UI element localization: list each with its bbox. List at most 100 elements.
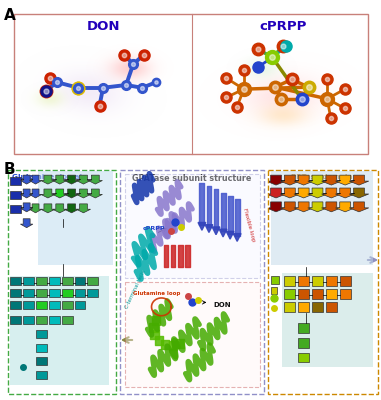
Polygon shape <box>212 227 220 235</box>
FancyBboxPatch shape <box>340 276 351 286</box>
Text: B: B <box>4 162 16 177</box>
FancyBboxPatch shape <box>49 316 60 324</box>
FancyBboxPatch shape <box>268 170 378 394</box>
Polygon shape <box>322 188 341 198</box>
Polygon shape <box>280 188 299 198</box>
Polygon shape <box>41 175 55 184</box>
FancyBboxPatch shape <box>125 282 260 387</box>
Polygon shape <box>41 189 55 198</box>
Polygon shape <box>76 175 91 184</box>
Text: Glutamine domain: Glutamine domain <box>12 174 87 180</box>
Polygon shape <box>64 204 79 213</box>
Polygon shape <box>64 189 79 198</box>
FancyBboxPatch shape <box>10 205 21 213</box>
Polygon shape <box>280 202 299 212</box>
Polygon shape <box>226 231 234 239</box>
Polygon shape <box>88 189 102 198</box>
FancyBboxPatch shape <box>284 289 295 299</box>
Polygon shape <box>21 203 33 212</box>
FancyBboxPatch shape <box>298 276 309 286</box>
Polygon shape <box>21 189 33 198</box>
Polygon shape <box>308 175 327 185</box>
FancyBboxPatch shape <box>298 323 309 333</box>
Polygon shape <box>198 222 206 230</box>
Polygon shape <box>53 175 67 184</box>
FancyBboxPatch shape <box>38 171 113 265</box>
FancyBboxPatch shape <box>10 177 21 185</box>
Polygon shape <box>64 175 79 184</box>
Polygon shape <box>53 189 67 198</box>
Polygon shape <box>76 189 91 198</box>
FancyBboxPatch shape <box>23 277 34 285</box>
FancyBboxPatch shape <box>312 276 323 286</box>
FancyBboxPatch shape <box>298 352 309 362</box>
Text: DON: DON <box>86 20 120 33</box>
Polygon shape <box>294 202 314 212</box>
Polygon shape <box>41 204 55 213</box>
FancyBboxPatch shape <box>326 289 337 299</box>
Polygon shape <box>294 175 314 185</box>
FancyBboxPatch shape <box>298 302 309 312</box>
Polygon shape <box>266 188 286 198</box>
Text: Flexible loop: Flexible loop <box>242 207 256 242</box>
Polygon shape <box>219 229 227 237</box>
Polygon shape <box>53 204 67 213</box>
Polygon shape <box>322 202 341 212</box>
Polygon shape <box>266 175 286 185</box>
FancyBboxPatch shape <box>36 358 47 366</box>
FancyBboxPatch shape <box>62 289 73 297</box>
FancyBboxPatch shape <box>271 287 277 294</box>
Polygon shape <box>308 202 327 212</box>
FancyBboxPatch shape <box>8 170 116 394</box>
FancyBboxPatch shape <box>282 273 373 368</box>
FancyBboxPatch shape <box>10 316 21 324</box>
Text: C-terminal helix: C-terminal helix <box>125 269 147 310</box>
Polygon shape <box>21 219 33 228</box>
FancyBboxPatch shape <box>62 316 73 324</box>
FancyBboxPatch shape <box>87 277 98 285</box>
FancyBboxPatch shape <box>312 302 323 312</box>
Polygon shape <box>266 202 286 212</box>
Polygon shape <box>29 175 42 184</box>
Polygon shape <box>21 175 33 184</box>
FancyBboxPatch shape <box>271 276 280 284</box>
FancyBboxPatch shape <box>298 338 309 348</box>
Polygon shape <box>29 204 42 213</box>
FancyBboxPatch shape <box>62 301 73 309</box>
FancyBboxPatch shape <box>10 289 21 297</box>
Polygon shape <box>335 202 355 212</box>
FancyBboxPatch shape <box>75 277 85 285</box>
Polygon shape <box>294 188 314 198</box>
FancyBboxPatch shape <box>36 301 47 309</box>
FancyBboxPatch shape <box>36 277 47 285</box>
FancyBboxPatch shape <box>10 277 21 285</box>
FancyBboxPatch shape <box>36 371 47 379</box>
Polygon shape <box>280 175 299 185</box>
FancyBboxPatch shape <box>14 14 368 154</box>
FancyBboxPatch shape <box>284 302 295 312</box>
FancyBboxPatch shape <box>23 289 34 297</box>
Polygon shape <box>349 202 369 212</box>
FancyBboxPatch shape <box>340 289 351 299</box>
FancyBboxPatch shape <box>75 289 85 297</box>
Text: A: A <box>4 8 16 23</box>
FancyBboxPatch shape <box>36 330 47 338</box>
FancyBboxPatch shape <box>125 174 260 278</box>
Polygon shape <box>233 234 241 241</box>
FancyBboxPatch shape <box>62 277 73 285</box>
Polygon shape <box>308 188 327 198</box>
Polygon shape <box>322 175 341 185</box>
Polygon shape <box>205 225 213 232</box>
FancyBboxPatch shape <box>312 289 323 299</box>
FancyBboxPatch shape <box>49 277 60 285</box>
Polygon shape <box>76 204 91 213</box>
FancyBboxPatch shape <box>10 301 21 309</box>
FancyBboxPatch shape <box>120 170 264 394</box>
FancyBboxPatch shape <box>49 289 60 297</box>
Text: GPATase subunit structure: GPATase subunit structure <box>132 174 252 183</box>
Polygon shape <box>349 188 369 198</box>
FancyBboxPatch shape <box>326 302 337 312</box>
Text: Glutamine loop: Glutamine loop <box>133 291 181 296</box>
FancyBboxPatch shape <box>36 316 47 324</box>
FancyBboxPatch shape <box>36 344 47 352</box>
